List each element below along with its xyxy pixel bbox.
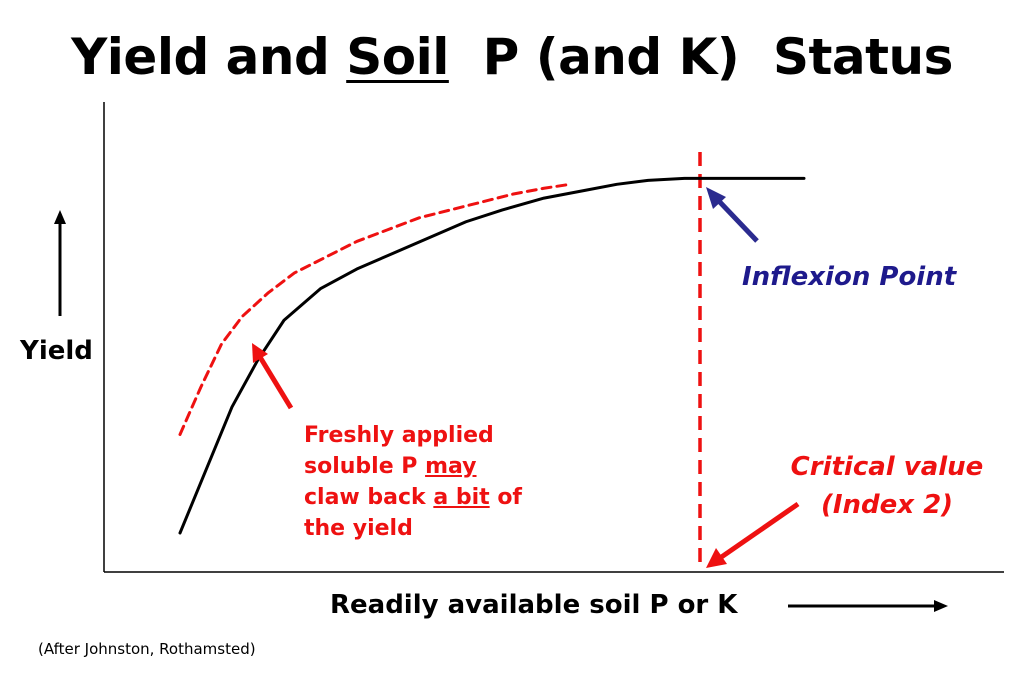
fresh-line1: Freshly applied <box>304 423 494 448</box>
fresh-arrow-shaft <box>257 355 294 410</box>
title-part1: Yield and <box>71 28 347 86</box>
y-direction-arrow-icon <box>54 210 66 224</box>
critical-value-label: Critical value (Index 2) <box>782 448 992 524</box>
inflexion-point-label: Inflexion Point <box>742 262 957 292</box>
title-underlined: Soil <box>346 28 449 86</box>
fresh-line3c: of <box>489 485 523 510</box>
fresh-line3: claw back a bit of <box>304 482 522 513</box>
x-direction-arrow-icon <box>934 600 948 612</box>
fresh-line3b: a bit <box>433 485 490 510</box>
y-axis-label: Yield <box>20 336 93 366</box>
fresh-arrow-icon <box>252 343 268 363</box>
fresh-line2b: may <box>425 454 477 479</box>
inflexion-arrow-icon <box>706 187 726 209</box>
fresh-p-annotation: Freshly applied soluble P may claw back … <box>304 420 522 544</box>
critical-arrow-shaft <box>718 501 800 561</box>
critical-value-line1: Critical value <box>790 452 984 482</box>
page-title: Yield and Soil P (and K) Status <box>0 28 1024 86</box>
x-axis-label: Readily available soil P or K <box>330 590 738 620</box>
fresh-line2a: soluble P <box>304 454 426 479</box>
fresh-line4: the yield <box>304 516 413 541</box>
critical-value-line2: (Index 2) <box>820 490 954 520</box>
inflexion-arrow-shaft <box>714 196 759 243</box>
critical-arrow-icon <box>706 548 727 568</box>
fresh-p-dashed-curve <box>178 182 572 436</box>
fresh-line3a: claw back <box>304 485 434 510</box>
source-citation: (After Johnston, Rothamsted) <box>38 640 256 658</box>
title-part2: P (and K) Status <box>448 28 954 86</box>
fresh-line2: soluble P may <box>304 451 522 482</box>
